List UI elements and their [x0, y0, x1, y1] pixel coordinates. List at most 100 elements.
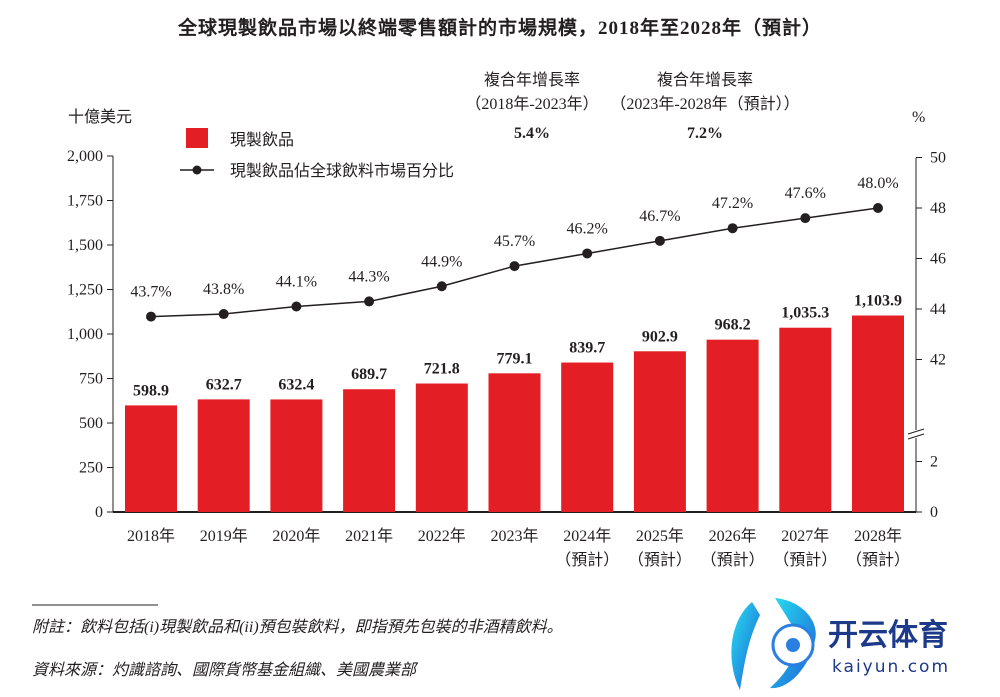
x-tick-label: 2018年: [127, 527, 175, 545]
cagr-annotation-2: 複合年增長率 （2023年-2028年（預計）） 7.2%: [610, 71, 799, 142]
x-tick-label: 2023年: [490, 527, 538, 545]
x-tick-label: （預計）: [555, 551, 619, 569]
bar: [125, 405, 177, 512]
line-point: [800, 213, 811, 224]
bar: [633, 351, 686, 512]
bar-value-label: 689.7: [351, 366, 387, 383]
bar: [706, 339, 759, 512]
footnote-source: 資料來源：灼識諮詢、國際貨幣基金組織、美國農業部: [32, 661, 419, 679]
y-tick-label: 500: [79, 415, 103, 432]
x-tick-label: 2024年: [563, 527, 611, 545]
bar: [852, 315, 904, 512]
bar: [197, 399, 250, 512]
line-value-label: 45.7%: [494, 233, 535, 250]
bar-value-label: 1,103.9: [854, 293, 902, 310]
bar: [343, 389, 396, 512]
line-point: [654, 235, 665, 246]
y-tick-label: 0: [95, 504, 103, 521]
cagr-label: 複合年增長率: [657, 71, 753, 89]
line-value-label: 44.9%: [421, 253, 462, 270]
line-point: [509, 261, 520, 272]
cagr-value: 7.2%: [687, 125, 723, 142]
bar-value-label: 968.2: [715, 317, 751, 334]
y2-tick-label: 44: [930, 301, 946, 318]
cagr-annotation-1: 複合年增長率 （2018年-2023年） 5.4%: [465, 71, 598, 142]
bar-value-label: 902.9: [642, 328, 678, 345]
x-tick-label: 2021年: [345, 527, 393, 545]
y2-tick-label: 48: [930, 200, 946, 217]
line-point: [364, 296, 375, 307]
x-tick-label: （預計）: [628, 551, 692, 569]
svg-text:开云体育: 开云体育: [828, 618, 948, 653]
cagr-period: （2023年-2028年（預計））: [610, 95, 799, 113]
x-tick-label: 2027年: [781, 527, 829, 545]
y-tick-label: 750: [79, 371, 103, 388]
line-value-label: 43.7%: [130, 284, 171, 301]
y-tick-label: 250: [79, 460, 103, 477]
y-tick-label: 1,250: [67, 282, 103, 299]
line-value-label: 47.2%: [712, 195, 753, 212]
bar-value-label: 779.1: [497, 350, 533, 367]
line-point: [873, 203, 883, 213]
bar: [415, 383, 468, 512]
bar: [779, 327, 832, 512]
line-point: [436, 281, 447, 292]
line-value-label: 44.3%: [348, 268, 389, 285]
chart-title: 全球現製飲品市場以終端零售額計的市場規模，2018年至2028年（預計）: [177, 16, 822, 39]
bar: [488, 373, 541, 512]
x-tick-label: 2022年: [418, 527, 466, 545]
x-tick-label: 2025年: [636, 527, 684, 545]
line-value-label: 44.1%: [276, 273, 317, 290]
bar-value-label: 721.8: [424, 361, 460, 378]
x-tick-label: （預計）: [846, 551, 910, 569]
bar: [270, 399, 323, 512]
x-tick-label: 2026年: [709, 527, 757, 545]
legend-label-bar: 現製飲品: [230, 131, 294, 149]
legend: 現製飲品 現製飲品佔全球飲料市場百分比: [180, 128, 454, 180]
y2-axis-label: %: [912, 109, 925, 126]
x-tick-label: （預計）: [701, 551, 765, 569]
bar-value-label: 839.7: [569, 340, 605, 357]
y2-tick-label: 46: [930, 251, 946, 268]
x-tick-label: （預計）: [773, 551, 837, 569]
bar-value-label: 598.9: [133, 382, 169, 399]
x-tick-label: 2028年: [854, 527, 902, 545]
y-tick-label: 2,000: [67, 148, 103, 165]
y2-tick-label: 50: [930, 150, 946, 167]
cagr-period: （2018年-2023年）: [465, 95, 598, 113]
line-value-label: 46.7%: [639, 208, 680, 225]
y2-tick-label: 42: [930, 352, 946, 369]
line-point: [291, 301, 302, 312]
line-value-label: 43.8%: [203, 281, 244, 298]
axis-break-mark: [907, 433, 925, 440]
bar-value-label: 632.7: [206, 376, 242, 393]
cagr-label: 複合年增長率: [484, 71, 580, 89]
bar: [561, 362, 614, 512]
axis-break-mark: [907, 428, 925, 435]
legend-swatch-bar: [186, 128, 208, 148]
y-tick-label: 1,500: [67, 237, 103, 254]
y2-tick-label: 0: [930, 504, 938, 521]
line-value-label: 47.6%: [785, 185, 826, 202]
svg-text:kaiyun.com: kaiyun.com: [832, 657, 950, 677]
line-point: [218, 309, 229, 320]
line-point: [582, 248, 593, 259]
x-tick-label: 2019年: [200, 527, 248, 545]
y-tick-label: 1,000: [67, 326, 103, 343]
line-value-label: 46.2%: [567, 220, 608, 237]
cagr-value: 5.4%: [514, 125, 550, 142]
line-point: [727, 223, 738, 234]
footnote-note: 附註：飲料包括(i)現製飲品和(ii)預包裝飲料，即指預先包裝的非酒精飲料。: [32, 618, 563, 636]
bar-value-label: 632.4: [278, 376, 314, 393]
axis-break-gap: [910, 430, 922, 438]
y2-tick-label: 2: [930, 454, 938, 471]
line-point: [146, 311, 156, 322]
line-value-label: 48.0%: [857, 175, 898, 192]
bar-value-label: 1,035.3: [781, 305, 829, 322]
y-tick-label: 1,750: [67, 193, 103, 210]
legend-swatch-marker: [192, 165, 202, 175]
legend-label-line: 現製飲品佔全球飲料市場百分比: [230, 162, 454, 180]
watermark-logo: 开云体育 kaiyun.com: [731, 598, 950, 690]
y-axis-label: 十億美元: [68, 108, 132, 126]
